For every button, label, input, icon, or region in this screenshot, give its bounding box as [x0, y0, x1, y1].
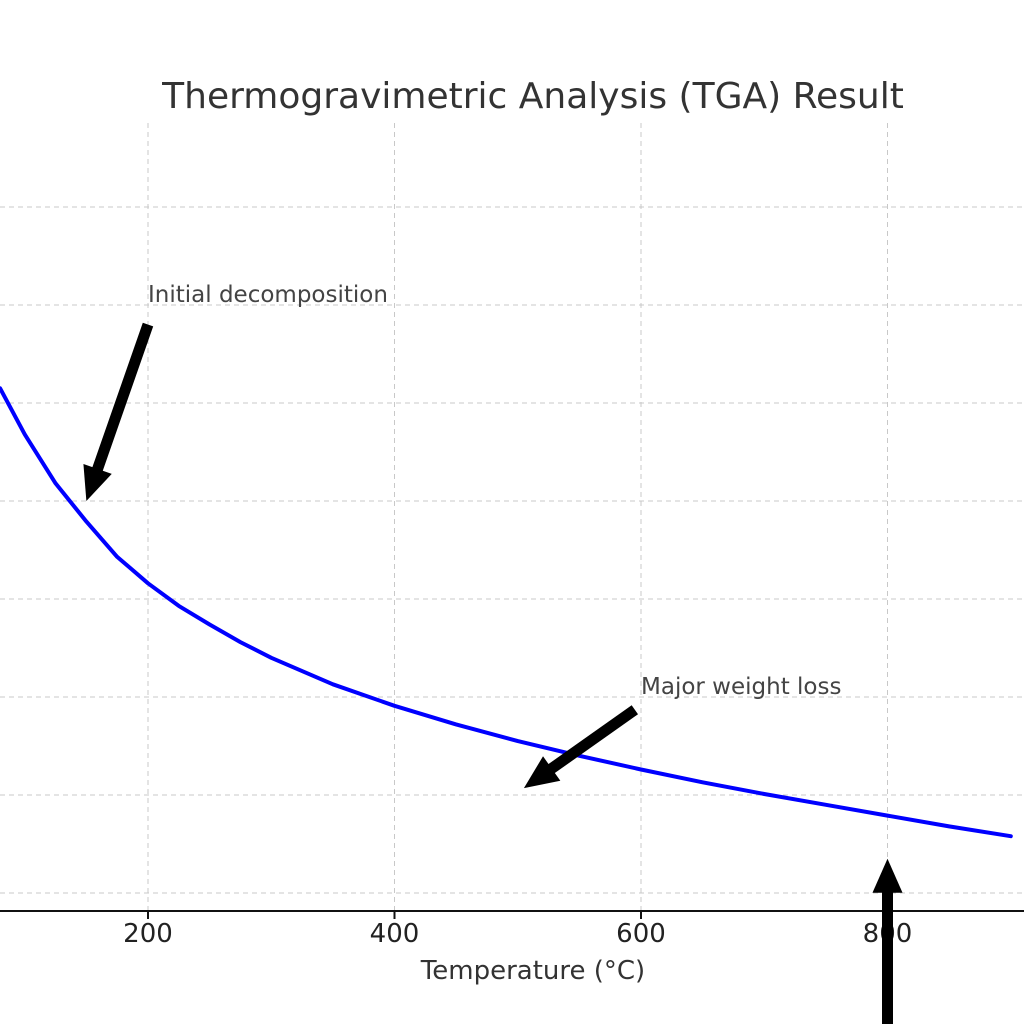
x-tick-label: 600: [616, 919, 666, 949]
annotation-text-1: Initial decomposition: [148, 282, 388, 308]
annotation-text-2: Major weight loss: [641, 674, 841, 700]
annotation-arrow-2: [523, 705, 639, 789]
annotation-arrow-3-head: [872, 858, 903, 893]
annotation-arrow-1-head: [83, 463, 112, 501]
x-axis-label: Temperature (°C): [420, 956, 645, 986]
annotation-arrow-3: [872, 858, 903, 1024]
chart-title: Thermogravimetric Analysis (TGA) Result: [161, 76, 904, 117]
annotation-arrow-2-shaft: [546, 705, 639, 775]
grid: [0, 123, 1024, 911]
series-line-weight: [0, 386, 1013, 839]
x-axis: 200400600800: [0, 910, 1024, 949]
annotation-arrow-1: [83, 322, 154, 501]
x-tick-label: 200: [123, 919, 173, 949]
annotations: Initial decomposition Major weight loss: [83, 282, 903, 1024]
annotation-arrow-2-head: [523, 756, 561, 789]
x-tick-label: 400: [370, 919, 420, 949]
annotation-arrow-1-shaft: [91, 322, 154, 473]
series-layer: [0, 386, 1013, 839]
